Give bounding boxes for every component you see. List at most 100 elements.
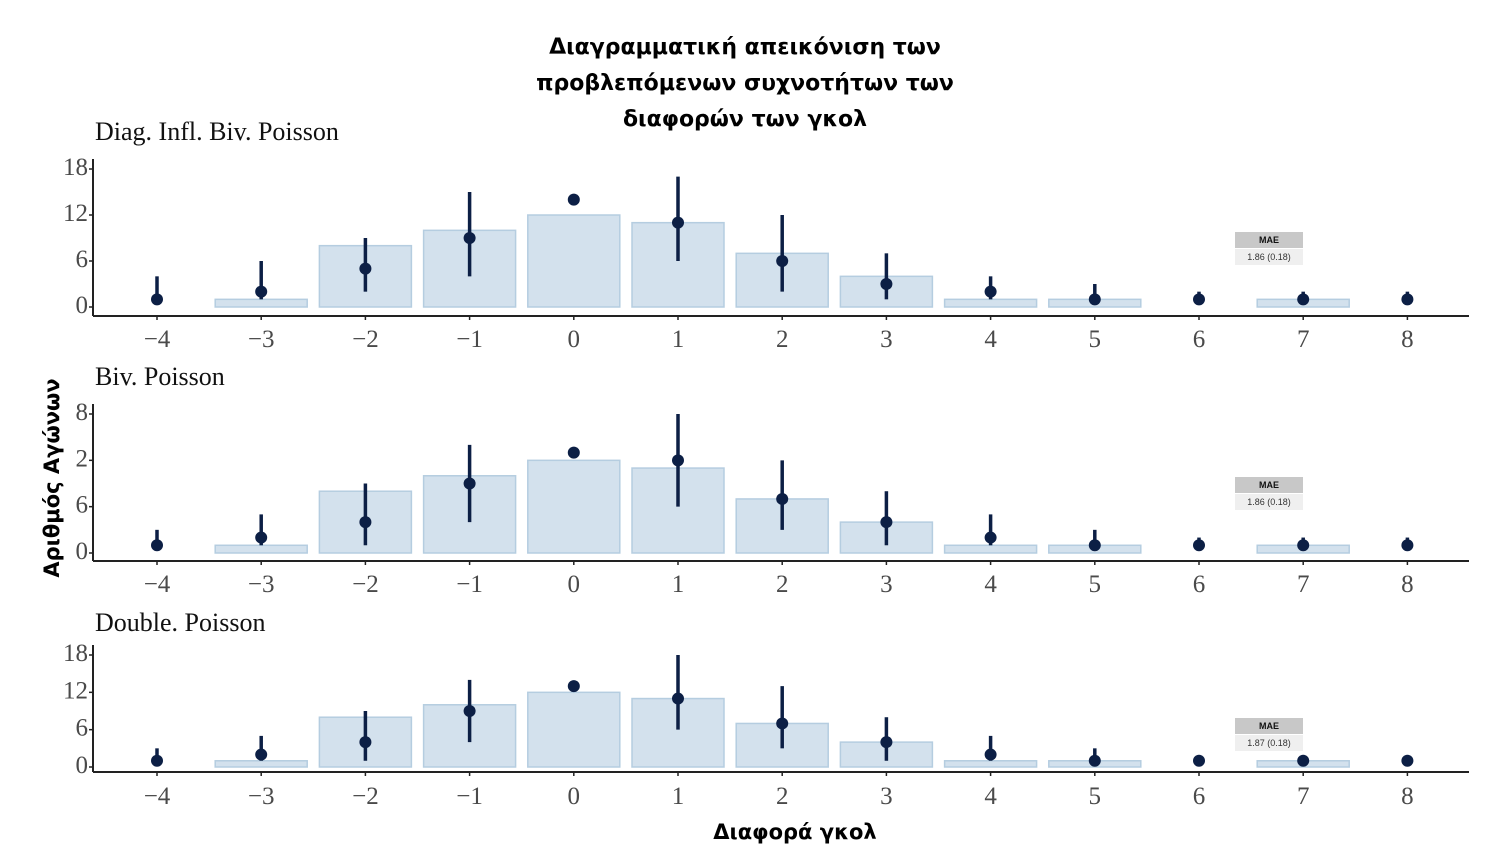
x-tick-label: 4 <box>984 326 997 353</box>
predicted-point <box>984 531 997 544</box>
predicted-point <box>776 492 789 505</box>
x-tick-label: 1 <box>672 783 685 810</box>
mae-header-box <box>1235 718 1303 734</box>
x-tick-label: −3 <box>248 783 275 810</box>
observed-bar <box>943 544 1038 554</box>
predicted-point <box>1193 293 1205 306</box>
x-tick-label: 8 <box>1401 326 1414 353</box>
y-tick-label: 18 <box>63 154 88 181</box>
predicted-point <box>463 232 476 244</box>
predicted-point <box>151 539 163 552</box>
x-tick-label: −2 <box>352 326 379 353</box>
x-axis-label: Διαφορά γκολ <box>713 820 877 844</box>
title-line-1: Διαγραμματική απεικόνιση των <box>549 35 941 60</box>
mae-value-box <box>1235 249 1303 265</box>
y-tick-label: 2 <box>76 445 89 472</box>
mae-value: 1.86 (0.18) <box>1247 497 1291 507</box>
x-tick-label: 8 <box>1401 783 1414 810</box>
predicted-point <box>567 680 580 693</box>
observed-bar <box>943 760 1038 768</box>
x-tick-label: −1 <box>456 783 483 810</box>
panel-title: Diag. Infl. Biv. Poisson <box>95 117 339 146</box>
predicted-point <box>880 736 893 749</box>
x-tick-label: −4 <box>144 326 171 353</box>
x-tick-label: −2 <box>352 783 379 810</box>
predicted-point <box>1297 754 1310 767</box>
y-tick-label: 6 <box>76 492 89 519</box>
x-tick-label: 2 <box>776 571 789 598</box>
predicted-point <box>463 477 476 490</box>
observed-bar <box>527 691 621 768</box>
x-tick-label: −1 <box>456 326 483 353</box>
mae-header: MAE <box>1259 235 1279 245</box>
predicted-point <box>672 692 684 705</box>
x-tick-label: 2 <box>776 783 789 810</box>
y-tick-label: 0 <box>76 538 89 565</box>
predicted-point <box>359 516 372 529</box>
x-tick-label: 5 <box>1089 783 1102 810</box>
predicted-point <box>984 748 997 761</box>
x-tick-label: 4 <box>984 783 997 810</box>
x-tick-label: −1 <box>456 571 483 598</box>
x-tick-label: 6 <box>1193 571 1206 598</box>
x-tick-label: 2 <box>776 326 789 353</box>
panel-title: Double. Poisson <box>95 608 265 637</box>
x-tick-label: 7 <box>1297 783 1310 810</box>
observed-bar <box>527 459 621 554</box>
observed-bar <box>527 214 621 308</box>
x-tick-label: 0 <box>568 571 581 598</box>
predicted-point <box>776 717 789 730</box>
observed-bar <box>943 298 1038 308</box>
predicted-point <box>359 262 372 275</box>
y-tick-label: 12 <box>63 200 88 227</box>
predicted-point <box>880 278 893 290</box>
y-tick-label: 6 <box>76 246 89 273</box>
observed-bar <box>214 298 308 308</box>
panel-title: Biv. Poisson <box>95 362 225 391</box>
mae-header-box <box>1235 232 1303 248</box>
predicted-point <box>1401 754 1414 767</box>
y-tick-label: 0 <box>76 752 89 779</box>
x-tick-label: 6 <box>1193 326 1206 353</box>
x-tick-label: −4 <box>144 571 171 598</box>
x-tick-label: −2 <box>352 571 379 598</box>
x-tick-label: 1 <box>672 326 685 353</box>
x-tick-label: 3 <box>880 783 893 810</box>
predicted-point <box>255 531 268 544</box>
mae-value-box <box>1235 735 1303 751</box>
title-line-2: προβλεπόμενων συχνοτήτων των <box>536 71 954 96</box>
x-tick-label: −4 <box>144 783 171 810</box>
predicted-point <box>776 255 789 267</box>
x-tick-label: 4 <box>984 571 997 598</box>
y-tick-label: 18 <box>63 640 88 667</box>
predicted-point <box>1401 539 1414 552</box>
mae-value: 1.87 (0.18) <box>1247 738 1291 748</box>
y-tick-label: 6 <box>76 715 89 742</box>
predicted-point <box>1088 539 1101 552</box>
predicted-point <box>255 285 268 298</box>
x-tick-label: 0 <box>568 783 581 810</box>
observed-bar <box>214 544 308 554</box>
predicted-point <box>359 736 372 749</box>
y-axis-label: Αριθμός Αγώνων <box>40 378 64 578</box>
x-tick-label: −3 <box>248 571 275 598</box>
x-tick-label: 7 <box>1297 326 1310 353</box>
predicted-point <box>672 216 684 229</box>
y-tick-label: 0 <box>76 292 89 319</box>
predicted-point <box>984 285 997 298</box>
x-tick-label: 3 <box>880 571 893 598</box>
predicted-point <box>1193 754 1205 767</box>
predicted-point <box>880 516 893 529</box>
predicted-point <box>1297 539 1310 552</box>
predicted-point <box>672 454 684 467</box>
mae-value-box <box>1235 494 1303 510</box>
y-tick-label: 8 <box>76 399 89 426</box>
predicted-point <box>1297 293 1310 306</box>
x-tick-label: 8 <box>1401 571 1414 598</box>
y-tick-label: 12 <box>63 677 88 704</box>
predicted-point <box>1401 293 1414 306</box>
predicted-point <box>567 446 580 459</box>
x-tick-label: 0 <box>568 326 581 353</box>
x-tick-label: −3 <box>248 326 275 353</box>
